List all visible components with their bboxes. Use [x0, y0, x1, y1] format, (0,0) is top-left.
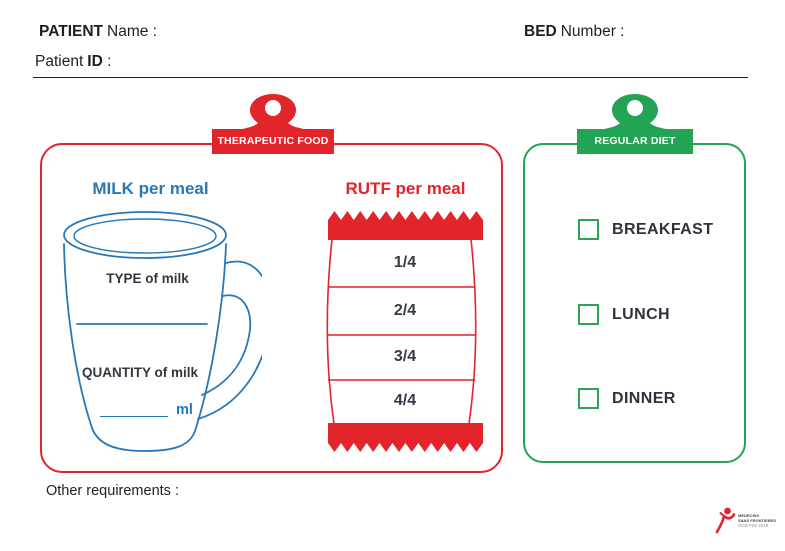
- patient-name-bold: PATIENT: [39, 23, 104, 40]
- milk-per-meal-title: MILK per meal: [92, 179, 209, 198]
- clip-icon: [212, 94, 334, 154]
- rutf-fraction: 2/4: [393, 302, 417, 319]
- patient-name-label: PATIENT Name :: [35, 23, 157, 41]
- milk-quantity-label: QUANTITY of milk: [81, 365, 198, 380]
- milk-unit-label: ml: [176, 402, 193, 418]
- msf-org-line1: MEDECINS: [738, 513, 760, 518]
- header-divider: [33, 77, 748, 78]
- dinner-checkbox[interactable]: [578, 388, 599, 409]
- patient-id-pre: Patient: [35, 53, 84, 70]
- bed-number-rest: Number :: [560, 23, 625, 40]
- meal-row-lunch: LUNCH: [578, 304, 670, 325]
- patient-id-label: Patient ID :: [35, 53, 111, 71]
- patient-id-bold: ID: [87, 53, 103, 70]
- therapeutic-food-clip: THERAPEUTIC FOOD: [208, 92, 338, 154]
- milk-quantity-field[interactable]: [100, 402, 168, 417]
- regular-diet-clip: REGULAR DIET: [570, 92, 700, 154]
- rutf-fraction: 1/4: [393, 254, 417, 271]
- msf-logo: MEDECINS SANS FRONTIERES OCB-Feb 2019: [714, 504, 776, 534]
- regular-diet-box: [523, 143, 746, 463]
- msf-figure-icon: [715, 507, 736, 534]
- msf-edition: OCB-Feb 2019: [738, 523, 769, 528]
- lunch-checkbox[interactable]: [578, 304, 599, 325]
- rutf-fraction: 4/4: [393, 392, 417, 409]
- milk-cup-icon: [63, 211, 262, 452]
- therapeutic-food-tab-label: THERAPEUTIC FOOD: [217, 135, 329, 147]
- bed-number-bold: BED: [524, 23, 557, 40]
- clip-icon: [577, 94, 693, 154]
- breakfast-checkbox[interactable]: [578, 219, 599, 240]
- regular-diet-tab-label: REGULAR DIET: [594, 135, 676, 147]
- therapeutic-food-box: [40, 143, 503, 473]
- other-requirements-label: Other requirements :: [46, 483, 179, 499]
- meal-row-breakfast: BREAKFAST: [578, 219, 713, 240]
- patient-name-rest: Name :: [107, 23, 157, 40]
- breakfast-label: BREAKFAST: [612, 220, 714, 238]
- lunch-label: LUNCH: [612, 305, 670, 323]
- msf-org-line2: SANS FRONTIERES: [738, 518, 777, 523]
- milk-type-label: TYPE of milk: [106, 271, 189, 286]
- meal-row-dinner: DINNER: [578, 388, 676, 409]
- rutf-sachet-icon: [326, 211, 483, 452]
- msf-logo-text: MEDECINS SANS FRONTIERES OCB-Feb 2019: [738, 504, 776, 529]
- rutf-fraction: 3/4: [393, 348, 417, 365]
- patient-id-colon: :: [107, 53, 112, 70]
- bed-number-label: BED Number :: [520, 23, 624, 41]
- dinner-label: DINNER: [612, 389, 676, 407]
- rutf-per-meal-title: RUTF per meal: [345, 179, 466, 198]
